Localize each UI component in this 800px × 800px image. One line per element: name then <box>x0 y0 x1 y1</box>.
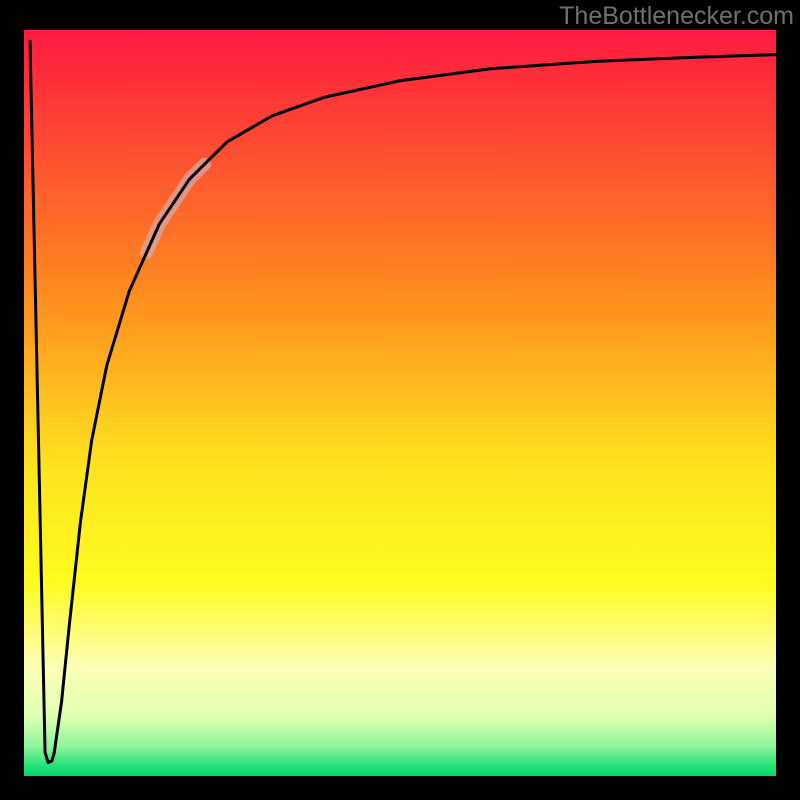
chart-container: TheBottlenecker.com <box>0 0 800 800</box>
watermark-text: TheBottlenecker.com <box>559 2 794 31</box>
gradient-background <box>24 30 776 776</box>
